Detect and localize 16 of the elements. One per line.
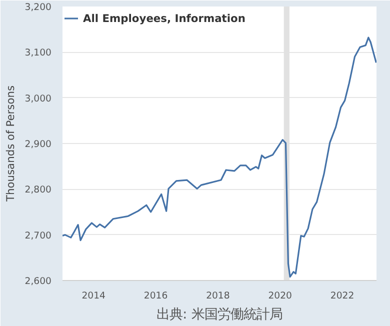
y-tick-label: 2,800 [24, 184, 52, 196]
x-tick-label: 2018 [206, 290, 230, 302]
y-axis-title: Thousands of Persons [4, 85, 17, 203]
y-tick-label: 3,000 [24, 93, 52, 104]
x-tick-label: 2020 [268, 290, 292, 302]
x-tick-label: 2014 [82, 290, 106, 302]
x-tick-label: 2016 [144, 290, 168, 302]
y-tick-label: 2,900 [24, 139, 52, 150]
y-tick-label: 2,600 [24, 276, 52, 287]
source-note: 出典: 米国労働統計局 [156, 308, 282, 322]
legend-label: All Employees, Information [83, 12, 246, 24]
x-tick-label: 2022 [330, 290, 354, 302]
line-series [62, 36, 376, 278]
y-tick-label: 3,200 [24, 2, 52, 13]
y-tick-label: 3,100 [24, 48, 52, 59]
y-tick-label: 2,700 [24, 230, 52, 242]
